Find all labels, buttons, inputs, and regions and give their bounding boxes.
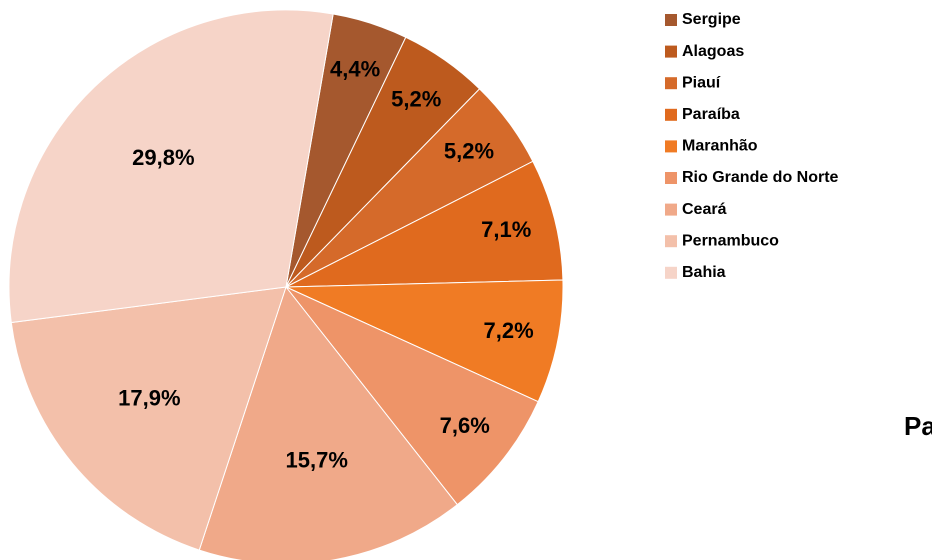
legend-label: Maranhão bbox=[682, 138, 758, 155]
pie-slice bbox=[285, 160, 564, 288]
data-label: 15,7% bbox=[286, 447, 348, 472]
data-label: 29,8% bbox=[132, 145, 194, 170]
legend-label: Pernambuco bbox=[682, 232, 779, 249]
legend-swatch bbox=[665, 108, 677, 121]
legend-label: Bahia bbox=[682, 264, 726, 281]
data-label: 4,4% bbox=[330, 56, 380, 81]
data-label: 7,6% bbox=[440, 413, 490, 438]
legend-swatch bbox=[665, 14, 677, 26]
data-label: 5,2% bbox=[444, 138, 494, 163]
legend-swatch bbox=[665, 45, 677, 58]
chart-title: Pa bbox=[904, 411, 932, 441]
legend-swatch bbox=[665, 203, 677, 216]
legend-swatch bbox=[665, 235, 677, 248]
data-label: 7,2% bbox=[483, 318, 533, 343]
legend-label: Paraíba bbox=[682, 106, 740, 123]
pie-slice bbox=[285, 286, 539, 506]
pie-slice bbox=[285, 279, 564, 403]
legend-swatch bbox=[665, 140, 677, 153]
legend-label: Alagoas bbox=[682, 43, 744, 60]
legend-label: Piauí bbox=[682, 74, 721, 91]
legend-label: Ceará bbox=[682, 201, 727, 218]
legend-swatch bbox=[665, 77, 677, 90]
pie-slice bbox=[10, 286, 287, 551]
legend-swatch bbox=[665, 172, 677, 184]
data-label: 7,1% bbox=[481, 217, 531, 242]
pie-slice bbox=[8, 9, 334, 324]
legend-label: Rio Grande do Norte bbox=[682, 169, 839, 186]
legend-swatch bbox=[665, 266, 677, 279]
legend-label: Sergipe bbox=[682, 11, 741, 28]
data-label: 17,9% bbox=[118, 386, 180, 411]
data-label: 5,2% bbox=[391, 87, 441, 112]
